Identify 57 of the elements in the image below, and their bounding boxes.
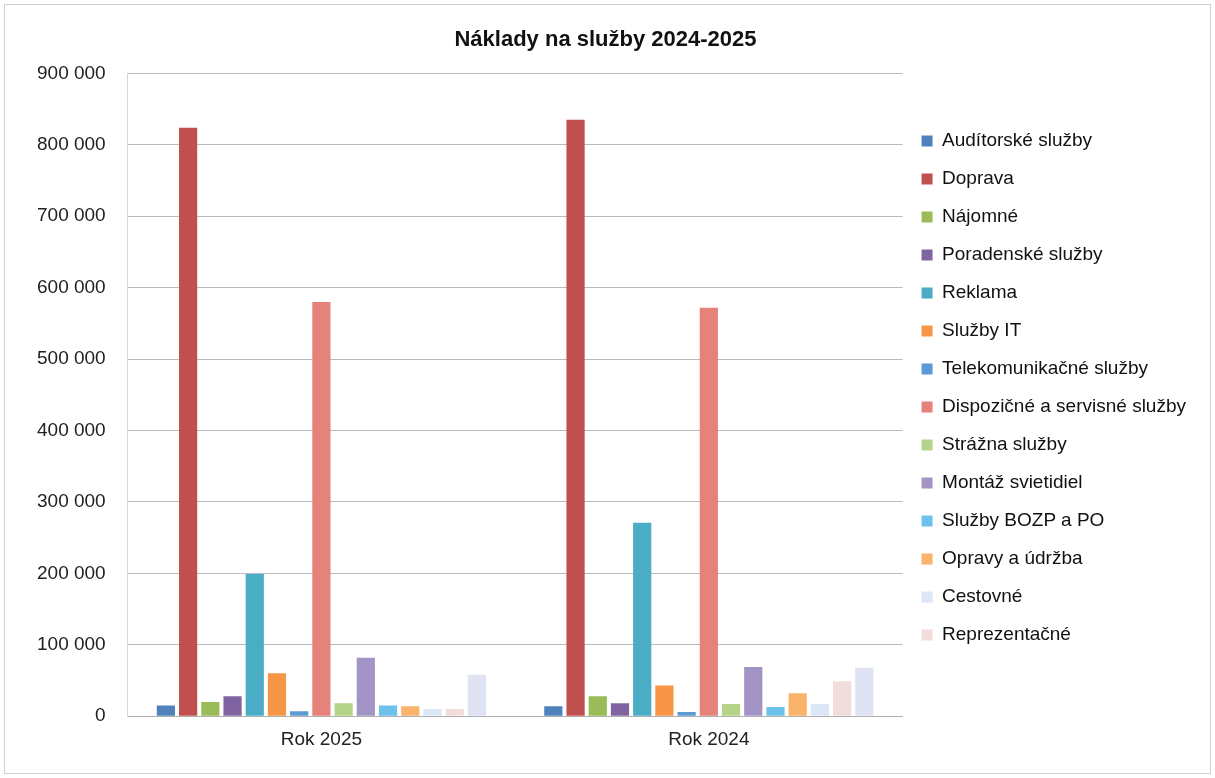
bar [267,673,287,716]
y-tick-label: 700 000 [36,204,106,226]
bar [677,711,696,716]
bar [290,711,309,716]
bar [223,696,242,716]
bar [566,119,585,716]
legend-label: Reklama [942,281,1018,303]
bar [356,657,375,716]
legend-label: Reprezentačné [942,623,1071,645]
bar [699,307,718,716]
bar [544,706,563,716]
bar [633,522,652,716]
bar [312,301,331,716]
legend-label: Audítorské služby [942,129,1093,151]
y-tick-label: 100 000 [36,633,106,655]
bar [655,685,674,716]
legend-label: Strážna služby [942,433,1068,455]
bar [810,704,830,716]
bar [467,674,486,716]
y-tick-label: 300 000 [36,490,106,512]
y-tick-label: 600 000 [36,275,106,297]
legend-label: Poradenské služby [942,243,1104,265]
legend-label: Telekomunikačné služby [942,357,1149,379]
bar [721,704,741,716]
y-tick-label: 200 000 [36,561,106,583]
x-tick-label: Rok 2024 [668,727,750,749]
bar [179,127,198,716]
chart-title: Náklady na služby 2024-2025 [454,26,757,52]
bar [744,666,763,716]
legend-label: Služby IT [942,319,1022,341]
legend-label: Cestovné [942,585,1023,607]
y-tick-label: 900 000 [36,61,106,83]
x-tick-label: Rok 2025 [280,727,363,749]
y-tick-label: 800 000 [36,133,106,155]
bar [334,703,353,716]
bar [201,701,220,716]
legend-label: Nájomné [942,205,1019,227]
legend-label: Dispozičné a servisné služby [942,395,1187,417]
legend-label: Opravy a údržba [942,547,1083,569]
y-tick-label: 0 [95,704,106,726]
legend-label: Montáž svietidiel [942,471,1083,493]
bar [445,709,464,716]
bar [766,706,785,716]
y-tick-label: 500 000 [36,347,106,369]
bar [245,574,264,716]
y-tick-label: 400 000 [36,418,106,440]
bar [588,696,607,716]
bar [401,706,420,716]
bar [610,703,630,716]
bar [833,681,852,716]
bar [788,693,807,716]
bar [156,705,176,716]
legend-label: Služby BOZP a PO [942,509,1105,531]
legend-label: Doprava [942,167,1015,189]
bar [378,705,398,716]
bar [855,667,874,716]
bar [423,709,442,716]
